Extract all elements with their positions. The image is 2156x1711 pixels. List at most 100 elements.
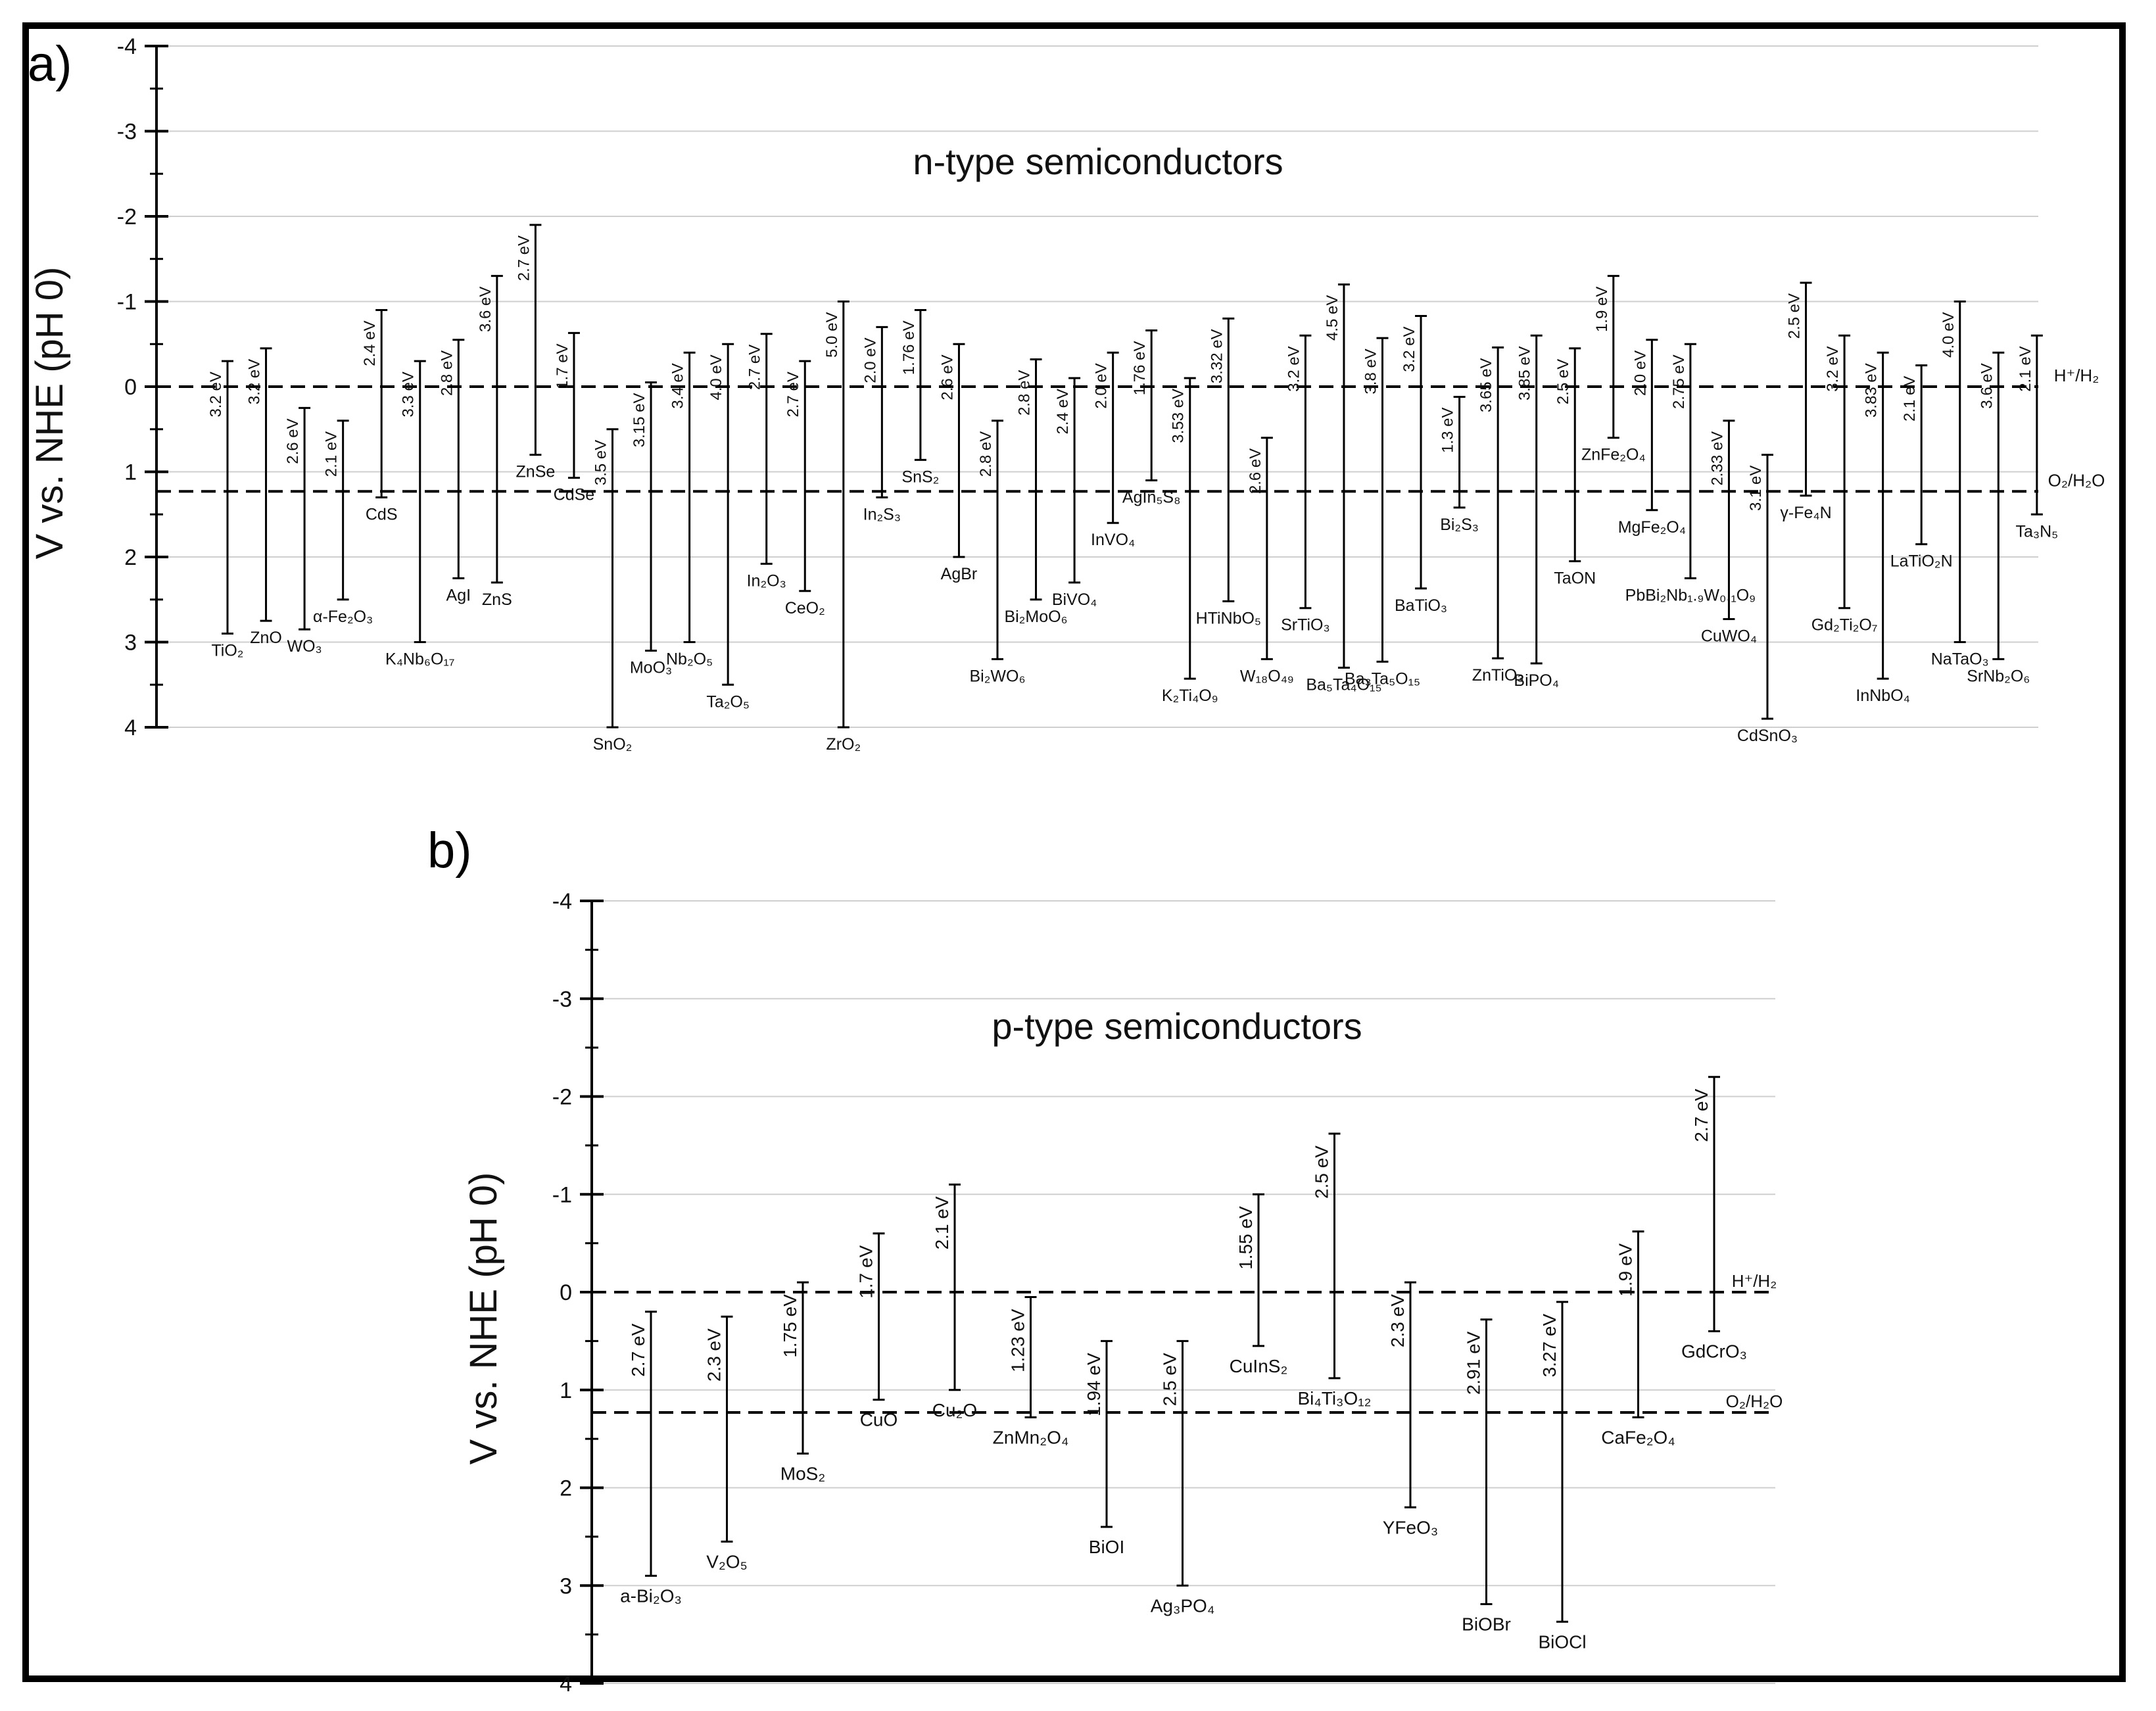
- material-label: Ta₂O₅: [706, 692, 750, 711]
- band-gap-label: 2.1 eV: [2017, 346, 2034, 391]
- band-gap-label: 4.0 eV: [707, 354, 725, 400]
- band-gap-label: 3.5 eV: [592, 440, 610, 485]
- y-axis-label-b: V vs. NHE (pH 0): [462, 1172, 505, 1465]
- y-tick-label-a: 1: [124, 460, 137, 485]
- material-label: ZnS: [482, 590, 512, 609]
- band-gap-label: 2.4 eV: [361, 320, 379, 366]
- material-label: AgI: [446, 586, 471, 604]
- material-label: BiVO₄: [1052, 590, 1097, 609]
- material-label: AgBr: [941, 565, 978, 583]
- band-gap-label: 2.7 eV: [1691, 1088, 1712, 1142]
- material-label: BaTiO₃: [1395, 596, 1447, 615]
- band-gap-label: 1.76 eV: [900, 320, 918, 375]
- material-label: MoO₃: [630, 658, 672, 677]
- band-gap-label: 3.15 eV: [631, 393, 648, 448]
- material-label: ZnFe₂O₄: [1581, 446, 1646, 464]
- band-gap-label: 2.91 eV: [1464, 1331, 1484, 1395]
- material-label: Ta₃N₅: [2015, 522, 2058, 541]
- material-label: InVO₄: [1091, 531, 1135, 549]
- material-label: Ba₃Ta₅O₁₅: [1345, 669, 1420, 688]
- material-label: NaTaO₃: [1931, 650, 1989, 669]
- material-label: Nb₂O₅: [666, 650, 713, 669]
- panel-a-letter: a): [28, 36, 72, 92]
- reference-label-a: O₂/H₂O: [2048, 470, 2105, 490]
- material-label: In₂O₃: [747, 571, 786, 590]
- band-gap-label: 2.7 eV: [784, 372, 802, 417]
- material-label: BiOBr: [1462, 1614, 1511, 1635]
- band-gap-label: 3.65 eV: [1477, 358, 1495, 412]
- material-label: Bi₂MoO₆: [1004, 608, 1067, 626]
- band-gap-label: 1.76 eV: [1131, 341, 1149, 396]
- material-label: Bi₂WO₆: [969, 667, 1025, 685]
- band-gap-label: 1.55 eV: [1235, 1206, 1256, 1270]
- material-label: α-Fe₂O₃: [313, 608, 373, 626]
- material-label: SnS₂: [901, 468, 939, 486]
- material-label: InNbO₄: [1856, 687, 1909, 705]
- material-label: V₂O₅: [706, 1551, 748, 1572]
- y-tick-label-b: 3: [560, 1574, 572, 1599]
- band-gap-label: 1.7 eV: [554, 343, 571, 389]
- material-label: γ-Fe₄N: [1780, 504, 1831, 522]
- band-gap-label: 5.0 eV: [823, 312, 841, 358]
- chart-title-a: n-type semiconductors: [913, 141, 1283, 182]
- material-label: K₂Ti₄O₉: [1162, 687, 1218, 705]
- y-tick-label-a: -4: [117, 34, 137, 59]
- material-label: ZnSe: [516, 463, 556, 481]
- band-gap-label: 3.32 eV: [1208, 329, 1226, 383]
- material-label: LaTiO₂N: [1890, 552, 1953, 571]
- material-label: AgIn₅S₈: [1122, 488, 1181, 506]
- material-label: Ba₅Ta₄O₁₅: [1306, 675, 1381, 694]
- band-gap-label: 2.8 eV: [438, 350, 456, 396]
- material-label: Cu₂O: [932, 1400, 977, 1420]
- band-gap-label: 2.8 eV: [1016, 370, 1034, 416]
- band-gap-label: 2.75 eV: [1670, 354, 1688, 409]
- material-label: CeO₂: [785, 599, 825, 617]
- material-label: BiOI: [1089, 1537, 1124, 1557]
- material-label: In₂S₃: [863, 505, 901, 523]
- reference-label-a: H⁺/H₂: [2054, 366, 2099, 385]
- material-label: SrNb₂O₆: [1967, 667, 2030, 685]
- band-gap-label: 2.3 eV: [1387, 1294, 1408, 1347]
- y-tick-label-a: 4: [124, 715, 137, 740]
- material-label: WO₃: [287, 637, 322, 656]
- band-gap-label: 2.5 eV: [1312, 1145, 1332, 1199]
- y-tick-label-a: -1: [117, 290, 137, 315]
- material-label: CdSnO₃: [1737, 727, 1798, 745]
- panel-b-letter: b): [427, 823, 472, 879]
- material-label: ZnO: [250, 629, 282, 647]
- band-gap-label: 4.0 eV: [1940, 312, 1957, 358]
- y-tick-label-b: -4: [552, 889, 572, 914]
- y-tick-label-b: 4: [560, 1672, 572, 1697]
- material-label: K₄Nb₆O₁₇: [385, 650, 454, 669]
- material-label: W₁₈O₄₉: [1240, 667, 1294, 685]
- material-label: Bi₄Ti₃O₁₂: [1297, 1388, 1371, 1409]
- band-gap-label: 3.83 eV: [1863, 363, 1881, 418]
- band-gap-label: 2.3 eV: [704, 1328, 725, 1382]
- band-gap-label: 2.0 eV: [1093, 363, 1111, 408]
- material-label: CuInS₂: [1230, 1356, 1288, 1376]
- reference-label-b: O₂/H₂O: [1726, 1391, 1783, 1411]
- band-gap-label: 2.0 eV: [861, 337, 879, 383]
- band-gap-label: 2.7 eV: [515, 235, 533, 281]
- band-gap-label: 2.6 eV: [284, 418, 302, 464]
- band-gap-label: 2.4 eV: [1054, 389, 1072, 434]
- material-label: SnO₂: [593, 735, 633, 754]
- band-gap-label: 3.2 eV: [207, 372, 225, 417]
- material-label: ZnTiO₃: [1472, 666, 1524, 685]
- y-axis-label-a: V vs. NHE (pH 0): [28, 267, 71, 560]
- band-gap-label: 3.2 eV: [1285, 346, 1303, 391]
- y-tick-label-b: 0: [560, 1280, 572, 1305]
- y-tick-label-b: 2: [560, 1476, 572, 1501]
- y-tick-label-a: 2: [124, 545, 137, 570]
- y-tick-label-b: -1: [552, 1182, 572, 1207]
- material-label: CdS: [366, 505, 398, 523]
- band-gap-label: 1.7 eV: [856, 1245, 876, 1298]
- band-gap-label: 2.7 eV: [746, 345, 764, 390]
- band-gap-label: 3.3 eV: [400, 372, 418, 417]
- y-tick-label-b: -2: [552, 1085, 572, 1110]
- band-gap-label: 1.75 eV: [780, 1294, 800, 1358]
- band-gap-label: 3.2 eV: [1824, 346, 1842, 391]
- material-label: CaFe₂O₄: [1601, 1427, 1675, 1447]
- band-gap-label: 3.1 eV: [1747, 466, 1765, 511]
